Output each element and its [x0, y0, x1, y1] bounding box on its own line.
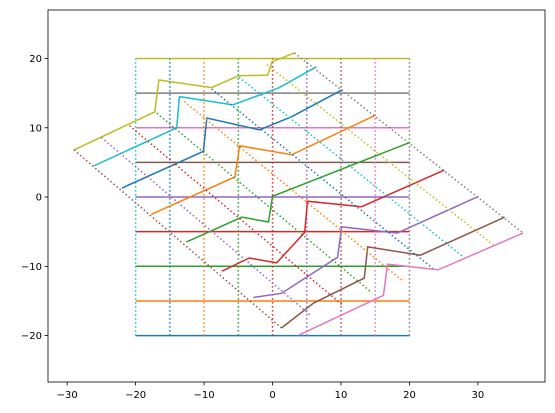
y-tick-label: −10	[21, 262, 42, 273]
series-line	[100, 136, 313, 317]
x-tick-label: 0	[269, 390, 275, 401]
series-line	[156, 112, 373, 294]
series-line	[298, 232, 524, 336]
x-tick-label: 10	[335, 390, 348, 401]
x-tick-label: 30	[472, 390, 485, 401]
plot-area	[73, 52, 524, 337]
x-tick-label: −20	[125, 390, 146, 401]
y-tick-label: 20	[29, 54, 42, 65]
series-line	[121, 88, 343, 189]
series-line	[93, 66, 317, 167]
series-line	[266, 64, 494, 246]
x-tick-label: −10	[194, 390, 215, 401]
series-line	[183, 100, 403, 282]
series-line	[293, 52, 524, 234]
axes-frame	[47, 9, 546, 383]
series-line	[73, 149, 282, 329]
x-tick-label: 20	[403, 390, 416, 401]
series-line	[253, 195, 479, 299]
series-line	[73, 52, 295, 151]
y-tick-label: 0	[36, 193, 42, 204]
series-line	[211, 88, 434, 269]
x-tick-label: −30	[57, 390, 78, 401]
series-line	[280, 216, 505, 329]
y-tick-label: −20	[21, 331, 42, 342]
series-line	[151, 114, 376, 216]
y-tick-label: 10	[29, 123, 42, 134]
series-line	[221, 169, 445, 272]
series-line	[128, 125, 343, 305]
series-line	[185, 141, 411, 243]
